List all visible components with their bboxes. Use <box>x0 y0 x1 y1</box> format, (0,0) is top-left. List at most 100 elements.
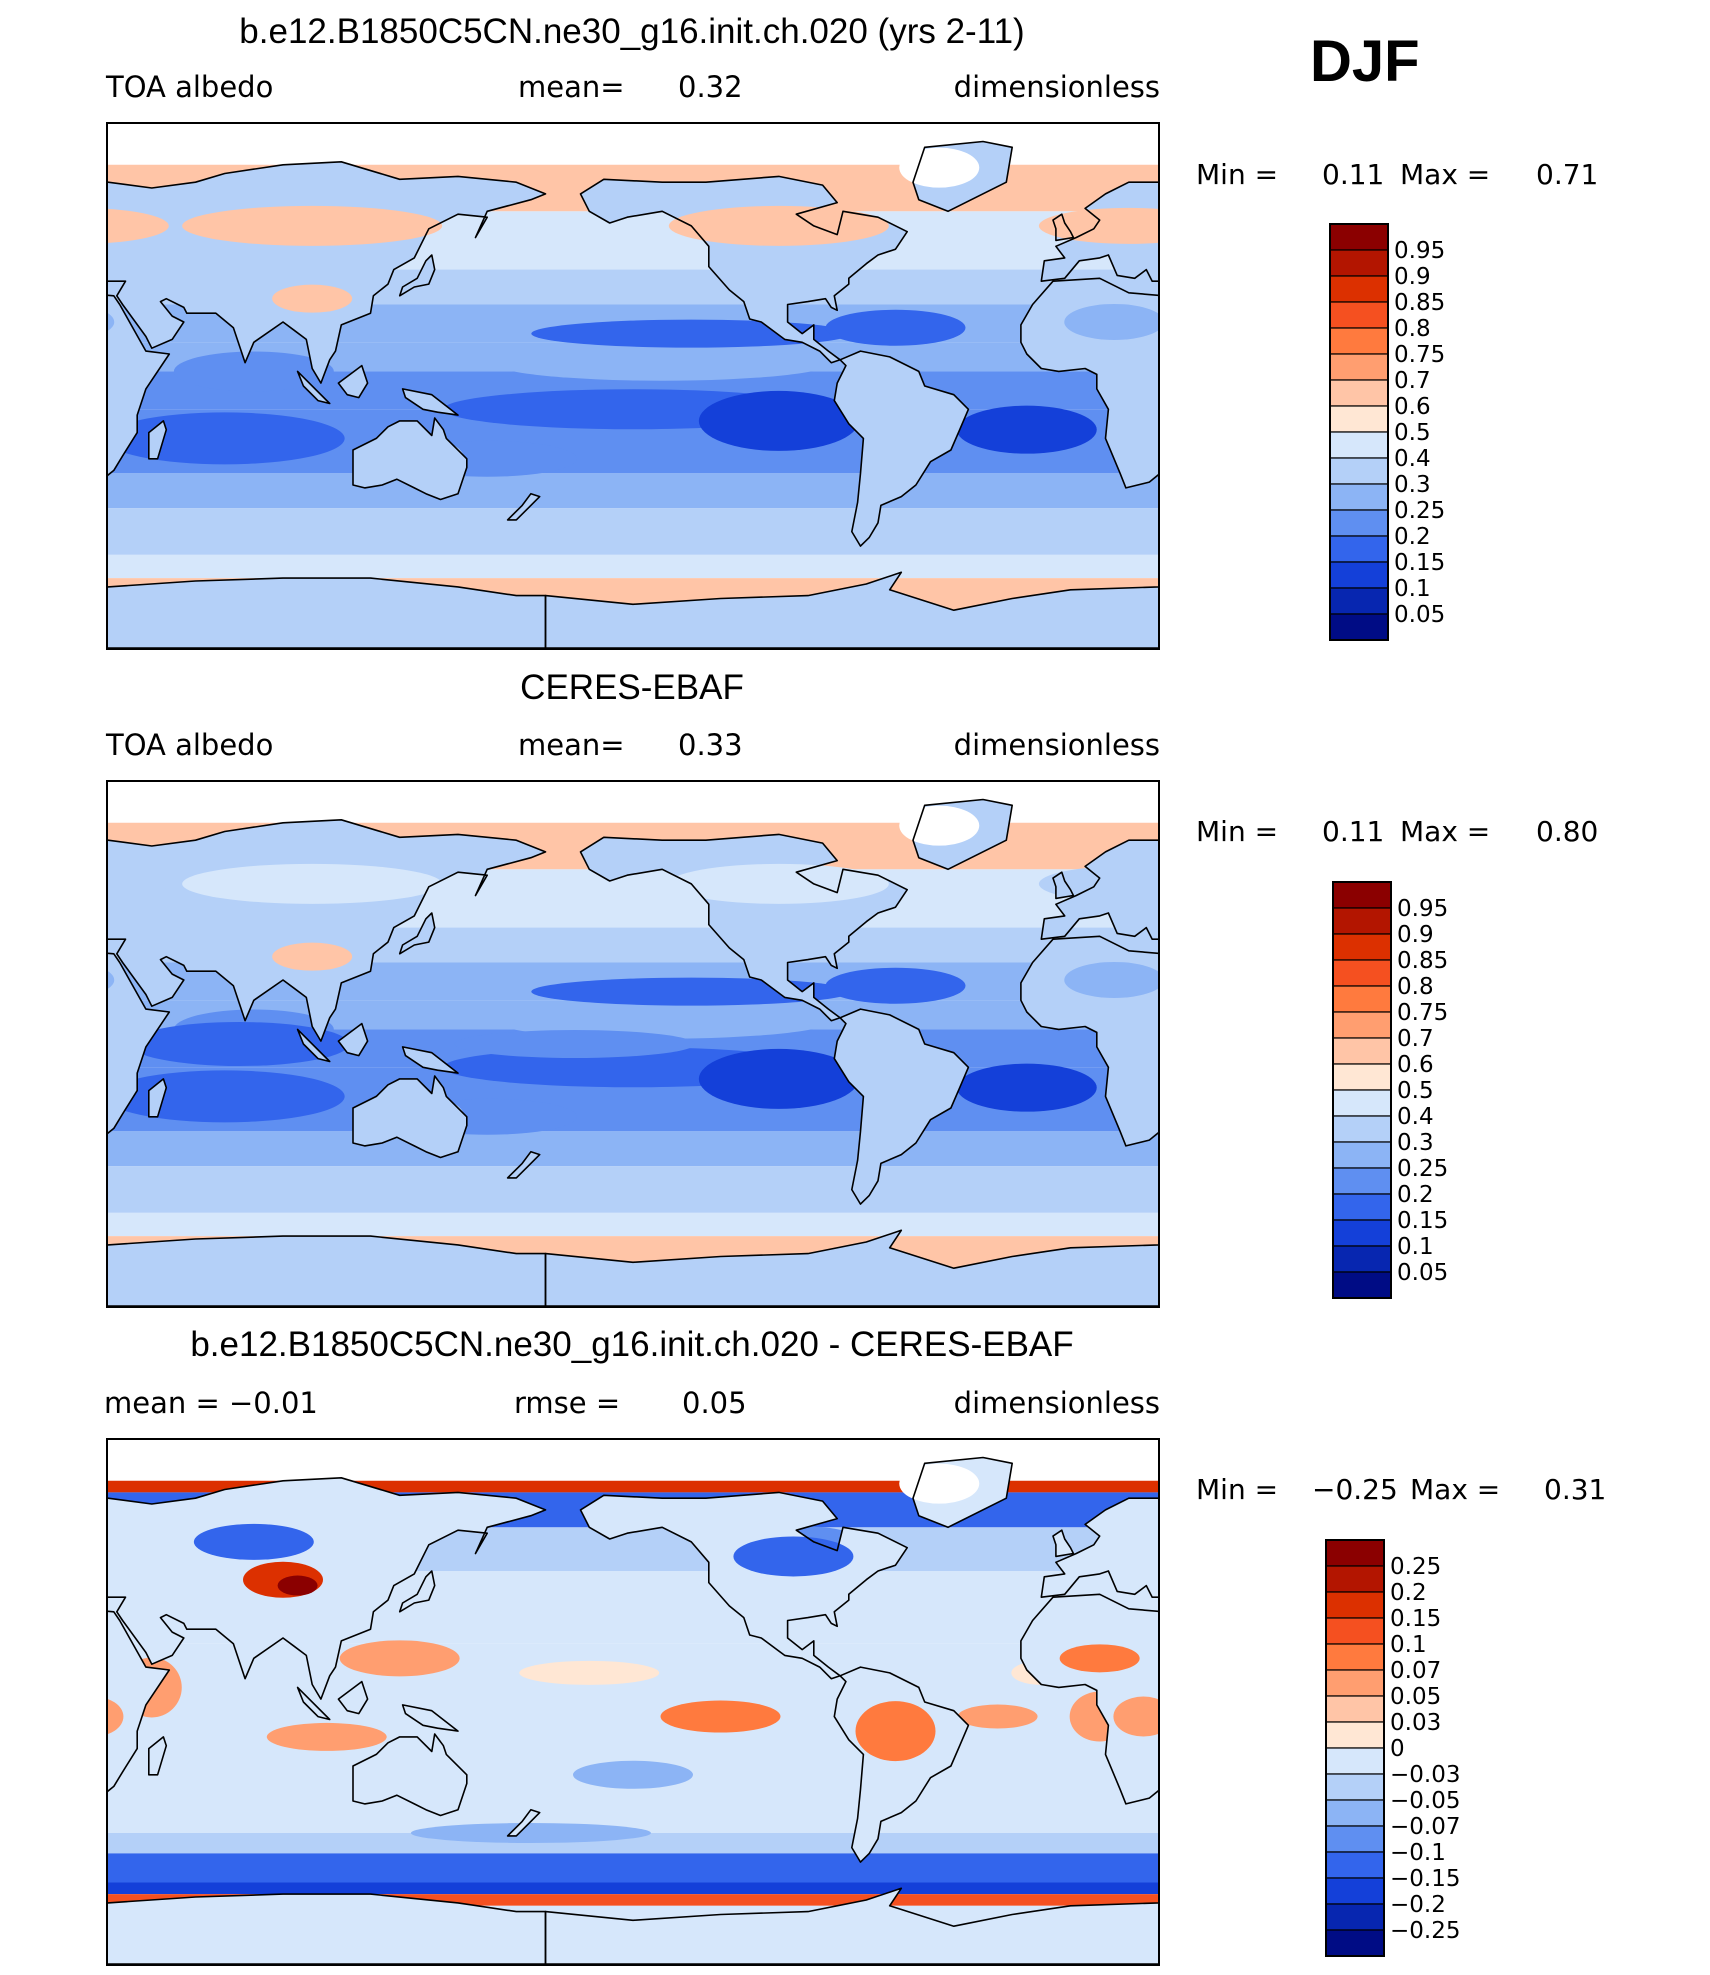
colorbar-label: 0.03 <box>1390 1710 1441 1736</box>
colorbar-label: 0.5 <box>1397 1078 1434 1104</box>
colorbar-label: 0.85 <box>1394 290 1445 316</box>
colorbar-label: 0.25 <box>1397 1156 1448 1182</box>
colorbar-swatch <box>1325 1617 1385 1645</box>
colorbar-swatch <box>1325 1773 1385 1801</box>
colorbar-swatch <box>1332 881 1392 909</box>
colorbar-swatch <box>1325 1877 1385 1905</box>
panel-2-min-label: Min = <box>1196 815 1279 848</box>
colorbar-swatch <box>1329 509 1389 537</box>
colorbar-label: 0.8 <box>1397 974 1434 1000</box>
colorbar-label: 0.2 <box>1397 1182 1434 1208</box>
panel-2-mean-label: mean= <box>518 728 625 762</box>
panel-2-max-value: 0.80 <box>1536 815 1599 848</box>
colorbar-swatch <box>1332 907 1392 935</box>
colorbar-swatch <box>1329 457 1389 485</box>
colorbar-swatch <box>1325 1929 1385 1957</box>
colorbar-swatch <box>1325 1669 1385 1697</box>
panel-3-units: dimensionless <box>953 1386 1160 1420</box>
panel-3-rmse-label: rmse = <box>514 1386 621 1420</box>
panel-2-min-value: 0.11 <box>1322 815 1385 848</box>
panel-3-mean: mean = −0.01 <box>104 1386 318 1420</box>
panel-1-map <box>106 122 1160 650</box>
panel-3-rmse-value: 0.05 <box>682 1386 747 1420</box>
season-label: DJF <box>1310 29 1420 94</box>
panel-3-min-label: Min = <box>1196 1473 1279 1506</box>
colorbar-label: 0.15 <box>1390 1606 1441 1632</box>
panel-3-colorbar: 0.25 0.2 0.15 0.1 0.07 0.05 0.03 0 −0.03 −0.05 −0.… <box>1325 1539 1506 1958</box>
panel-2-max-label: Max = <box>1400 815 1491 848</box>
colorbar-swatch <box>1332 1219 1392 1247</box>
colorbar-swatch <box>1332 1245 1392 1273</box>
colorbar-swatch <box>1332 1271 1392 1299</box>
colorbar-label: 0.7 <box>1394 368 1431 394</box>
colorbar-swatch <box>1325 1799 1385 1827</box>
colorbar-swatch <box>1325 1565 1385 1593</box>
colorbar-swatch <box>1325 1825 1385 1853</box>
colorbar-swatch <box>1329 249 1389 277</box>
panel-1-mean-value: 0.32 <box>678 70 743 104</box>
panel-1-colorbar-canvas: 0.950.90.850.80.750.70.60.50.40.30.250.2… <box>1329 223 1445 641</box>
colorbar-label: −0.1 <box>1390 1840 1446 1866</box>
panel-3-min-value: −0.25 <box>1312 1473 1398 1506</box>
colorbar-label: 0.05 <box>1390 1684 1441 1710</box>
colorbar-label: 0.9 <box>1394 264 1431 290</box>
colorbar-label: 0.2 <box>1394 524 1431 550</box>
panel-2-mean-value: 0.33 <box>678 728 743 762</box>
colorbar-swatch <box>1329 535 1389 563</box>
colorbar-swatch <box>1325 1539 1385 1567</box>
panel-3-colorbar-canvas: 0.250.20.150.10.070.050.030−0.03−0.05−0.… <box>1325 1539 1460 1957</box>
colorbar-label: 0.95 <box>1394 238 1445 264</box>
colorbar-label: 0.15 <box>1394 550 1445 576</box>
colorbar-label: −0.2 <box>1390 1892 1446 1918</box>
colorbar-label: −0.07 <box>1390 1814 1460 1840</box>
colorbar-swatch <box>1329 405 1389 433</box>
colorbar-label: 0.75 <box>1394 342 1445 368</box>
panel-1-title: b.e12.B1850C5CN.ne30_g16.init.ch.020 (yr… <box>239 12 1025 51</box>
colorbar-swatch <box>1329 327 1389 355</box>
panel-2-map <box>106 780 1160 1308</box>
panel-1-units: dimensionless <box>953 70 1160 104</box>
colorbar-swatch <box>1329 301 1389 329</box>
panel-1-mean-label: mean= <box>518 70 625 104</box>
colorbar-swatch <box>1332 1037 1392 1065</box>
colorbar-swatch <box>1332 1011 1392 1039</box>
colorbar-label: 0.95 <box>1397 896 1448 922</box>
panel-1-min-label: Min = <box>1196 158 1279 191</box>
colorbar-label: 0.15 <box>1397 1208 1448 1234</box>
colorbar-label: 0.7 <box>1397 1026 1434 1052</box>
colorbar-label: 0.4 <box>1397 1104 1434 1130</box>
colorbar-label: 0.1 <box>1397 1234 1434 1260</box>
colorbar-label: 0.25 <box>1390 1554 1441 1580</box>
colorbar-label: −0.05 <box>1390 1788 1460 1814</box>
colorbar-label: 0.4 <box>1394 446 1431 472</box>
colorbar-swatch <box>1329 431 1389 459</box>
colorbar-swatch <box>1325 1721 1385 1749</box>
panel-1-min-value: 0.11 <box>1322 158 1385 191</box>
colorbar-label: 0.05 <box>1397 1260 1448 1286</box>
panel-2-units: dimensionless <box>953 728 1160 762</box>
colorbar-label: 0.6 <box>1394 394 1431 420</box>
colorbar-swatch <box>1325 1747 1385 1775</box>
colorbar-label: 0.25 <box>1394 498 1445 524</box>
colorbar-swatch <box>1329 613 1389 641</box>
panel-1-map-canvas <box>108 124 1158 648</box>
colorbar-label: 0.75 <box>1397 1000 1448 1026</box>
colorbar-swatch <box>1332 1141 1392 1169</box>
colorbar-swatch <box>1332 1167 1392 1195</box>
panel-1-colorbar: 0.95 0.9 0.85 0.8 0.75 0.7 0.6 0.5 0.4 0.3 0.25 0.2… <box>1329 223 1510 642</box>
colorbar-swatch <box>1332 1115 1392 1143</box>
colorbar-swatch <box>1325 1643 1385 1671</box>
colorbar-label: −0.03 <box>1390 1762 1460 1788</box>
colorbar-swatch <box>1332 1089 1392 1117</box>
colorbar-label: −0.25 <box>1390 1918 1460 1944</box>
panel-1-variable: TOA albedo <box>106 70 274 104</box>
colorbar-swatch <box>1329 561 1389 589</box>
colorbar-swatch <box>1332 1063 1392 1091</box>
colorbar-label: 0.9 <box>1397 922 1434 948</box>
colorbar-label: 0.85 <box>1397 948 1448 974</box>
colorbar-swatch <box>1329 275 1389 303</box>
colorbar-label: 0.6 <box>1397 1052 1434 1078</box>
colorbar-label: 0 <box>1390 1736 1405 1762</box>
colorbar-swatch <box>1329 379 1389 407</box>
panel-3-map <box>106 1438 1160 1966</box>
